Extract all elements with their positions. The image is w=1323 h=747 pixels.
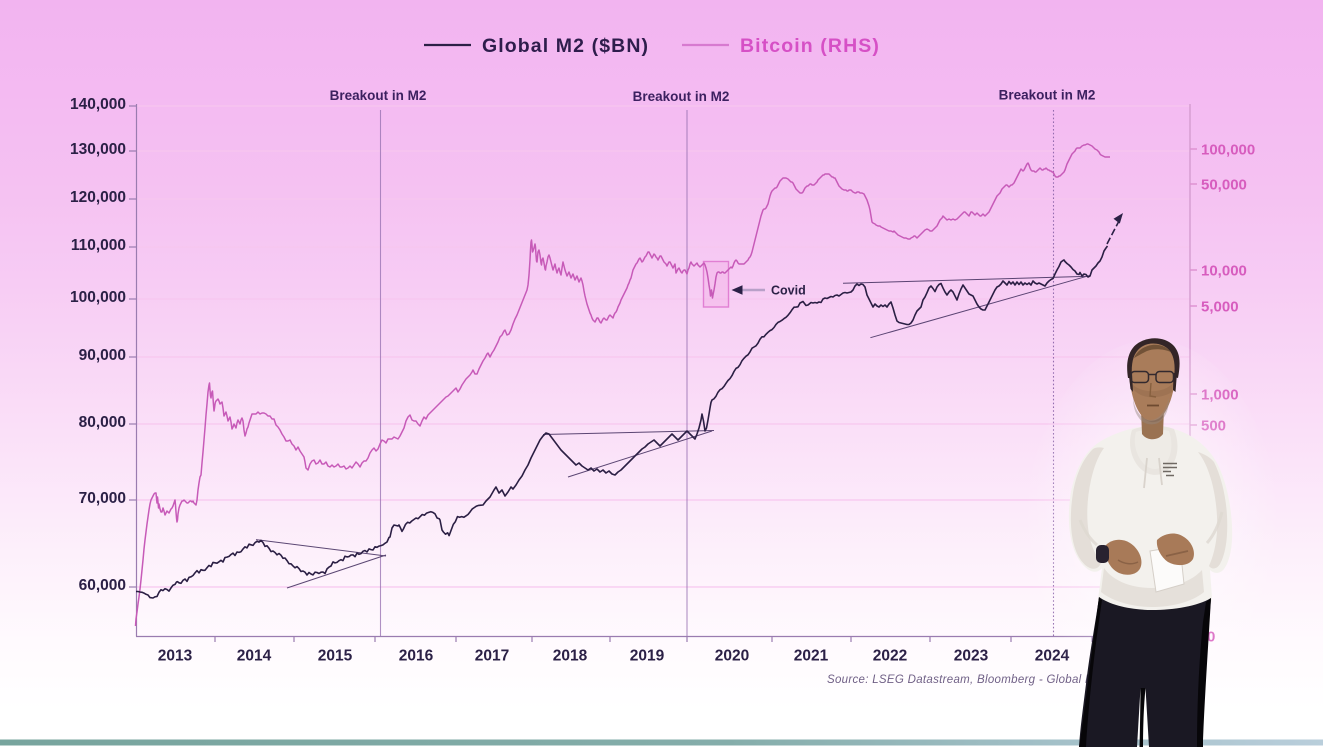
svg-text:130,000: 130,000: [70, 141, 126, 158]
svg-text:60,000: 60,000: [79, 577, 126, 594]
svg-text:2021: 2021: [794, 648, 829, 665]
svg-text:Breakout in M2: Breakout in M2: [633, 89, 730, 104]
svg-text:Global M2 ($BN): Global M2 ($BN): [482, 35, 649, 57]
svg-text:120,000: 120,000: [70, 189, 126, 206]
svg-text:5,000: 5,000: [1201, 299, 1239, 316]
svg-text:80,000: 80,000: [79, 414, 126, 431]
svg-text:10,000: 10,000: [1201, 263, 1247, 280]
svg-text:2016: 2016: [399, 648, 434, 665]
svg-text:2014: 2014: [237, 648, 272, 665]
svg-text:70,000: 70,000: [79, 490, 126, 507]
svg-text:2015: 2015: [318, 648, 353, 665]
svg-text:2017: 2017: [475, 648, 509, 665]
svg-text:Breakout in M2: Breakout in M2: [999, 88, 1096, 103]
svg-text:Source: LSEG Datastream, Bloom: Source: LSEG Datastream, Bloomberg - Glo…: [827, 674, 1102, 686]
svg-text:2019: 2019: [630, 648, 665, 665]
svg-text:100,000: 100,000: [70, 289, 126, 306]
svg-text:2018: 2018: [553, 648, 588, 665]
svg-text:2022: 2022: [873, 648, 907, 665]
svg-text:2020: 2020: [715, 648, 749, 665]
svg-text:2013: 2013: [158, 648, 193, 665]
svg-text:140,000: 140,000: [70, 96, 126, 113]
svg-text:110,000: 110,000: [71, 237, 126, 254]
svg-text:Breakout in M2: Breakout in M2: [330, 88, 427, 103]
svg-text:100,000: 100,000: [1201, 142, 1255, 159]
svg-text:50,000: 50,000: [1201, 177, 1247, 194]
svg-text:Covid: Covid: [771, 284, 806, 298]
svg-text:2023: 2023: [954, 648, 989, 665]
svg-text:90,000: 90,000: [79, 347, 126, 364]
svg-text:Bitcoin (RHS): Bitcoin (RHS): [740, 35, 880, 57]
